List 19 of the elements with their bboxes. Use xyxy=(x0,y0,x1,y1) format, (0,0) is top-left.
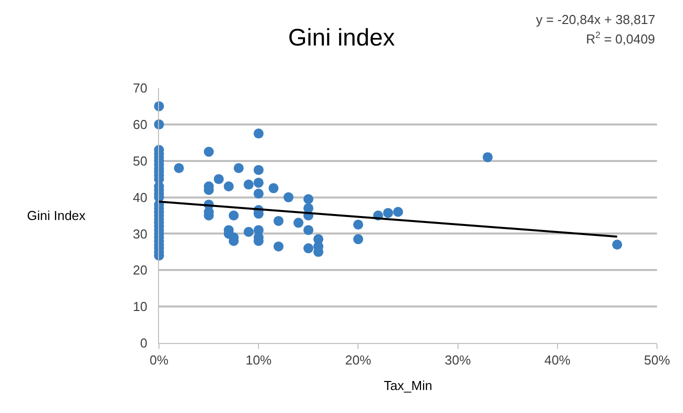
text: R$^{2}$ = 0,0409 xyxy=(586,30,656,46)
x-tick-label: 0% xyxy=(150,352,169,368)
y-tick-label: 30 xyxy=(132,226,148,242)
y-tick-label: 40 xyxy=(132,190,148,205)
y-tick-label: 50 xyxy=(132,153,148,168)
x-tick-label: 30% xyxy=(444,352,472,368)
text: y = -20,84x + 38,817 xyxy=(536,12,656,27)
y-tick-label: 70 xyxy=(132,80,148,96)
y-tick-label: 10 xyxy=(132,299,148,314)
x-tick-label: 40% xyxy=(544,352,571,368)
y-tick-label: 60 xyxy=(132,116,148,132)
x-tick-label: 20% xyxy=(345,352,372,368)
y-tick-label: 0 xyxy=(140,336,148,351)
x-tick-label: 10% xyxy=(246,352,272,368)
y-axis-title: Gini Index xyxy=(27,208,86,223)
chart-title: Gini index xyxy=(288,24,395,52)
x-tick-label: 50% xyxy=(644,352,670,368)
y-tick-label: 20 xyxy=(132,262,148,278)
x-axis-title: Tax_Min xyxy=(384,378,432,394)
